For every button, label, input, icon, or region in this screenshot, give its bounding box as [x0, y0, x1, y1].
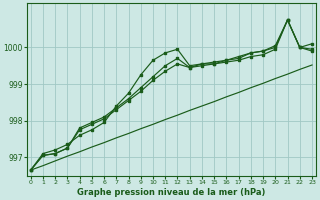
X-axis label: Graphe pression niveau de la mer (hPa): Graphe pression niveau de la mer (hPa)	[77, 188, 266, 197]
